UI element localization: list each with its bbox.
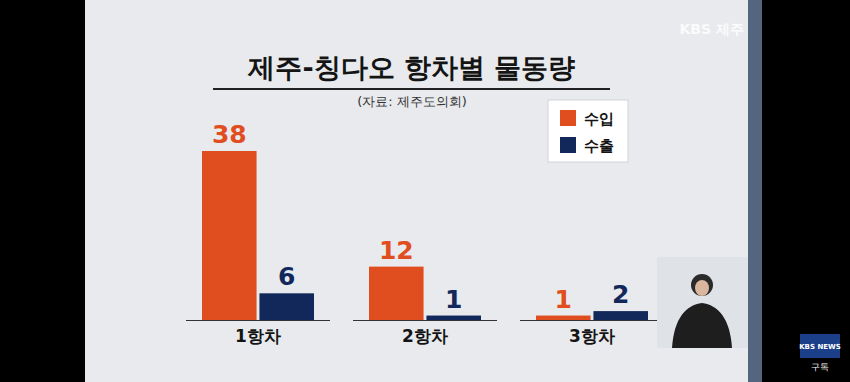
x-tick: 1항차 — [235, 320, 281, 346]
legend-label: 수출 — [584, 137, 614, 155]
legend-swatch — [560, 110, 576, 126]
data-label: 12 — [379, 236, 414, 265]
data-labels: 38121612 — [212, 120, 630, 314]
title: 제주-칭다오 항차별 물동량 — [247, 52, 575, 83]
legend: 수입수출 — [548, 100, 628, 162]
inset-box — [657, 257, 748, 348]
chart-svg: 제주-칭다오 항차별 물동량(자료: 제주도의회)381216121항차2항차3… — [0, 0, 850, 382]
data-label: 2 — [612, 280, 629, 309]
bar — [593, 311, 648, 320]
interpreter-head — [691, 274, 713, 296]
baselines — [186, 320, 664, 321]
interpreter-face — [695, 280, 709, 296]
baseline — [353, 320, 497, 321]
x-tick-label: 1항차 — [235, 326, 281, 346]
interpreter-body — [672, 303, 732, 348]
background — [0, 0, 850, 382]
data-label: 1 — [445, 285, 462, 314]
x-tick: 3항차 — [569, 320, 615, 346]
x-tick: 2항차 — [402, 320, 448, 346]
baseline — [520, 320, 664, 321]
subscribe-label: 구독 — [811, 362, 829, 372]
bar — [202, 151, 257, 320]
legend-box — [548, 100, 628, 162]
subtitle: (자료: 제주도의회) — [357, 94, 467, 109]
bar — [536, 316, 591, 320]
chart-root: 제주-칭다오 항차별 물동량(자료: 제주도의회)381216121항차2항차3… — [0, 0, 850, 382]
panel — [85, 0, 748, 382]
news-logo: KBS NEWS — [799, 343, 841, 351]
channel-logo: KBS 제주 — [680, 21, 744, 37]
bar — [426, 316, 481, 320]
data-label: 1 — [555, 285, 572, 314]
news-logo-box — [800, 334, 840, 358]
interpreter-inset — [657, 257, 748, 348]
side-stripe — [748, 0, 762, 382]
legend-label: 수입 — [584, 110, 614, 128]
title-underline — [213, 88, 610, 90]
x-axis: 1항차 2항차 3항차 — [235, 320, 615, 346]
bar — [369, 267, 424, 320]
data-label: 6 — [278, 262, 295, 291]
legend-swatch — [560, 137, 576, 153]
bars — [202, 151, 648, 320]
baseline — [186, 320, 330, 321]
x-tick-label: 3항차 — [569, 326, 615, 346]
bar — [259, 293, 314, 320]
data-label: 38 — [212, 120, 247, 149]
x-tick-label: 2항차 — [402, 326, 448, 346]
annotations: KBS 제주 KBS NEWS 구독 — [680, 21, 841, 372]
